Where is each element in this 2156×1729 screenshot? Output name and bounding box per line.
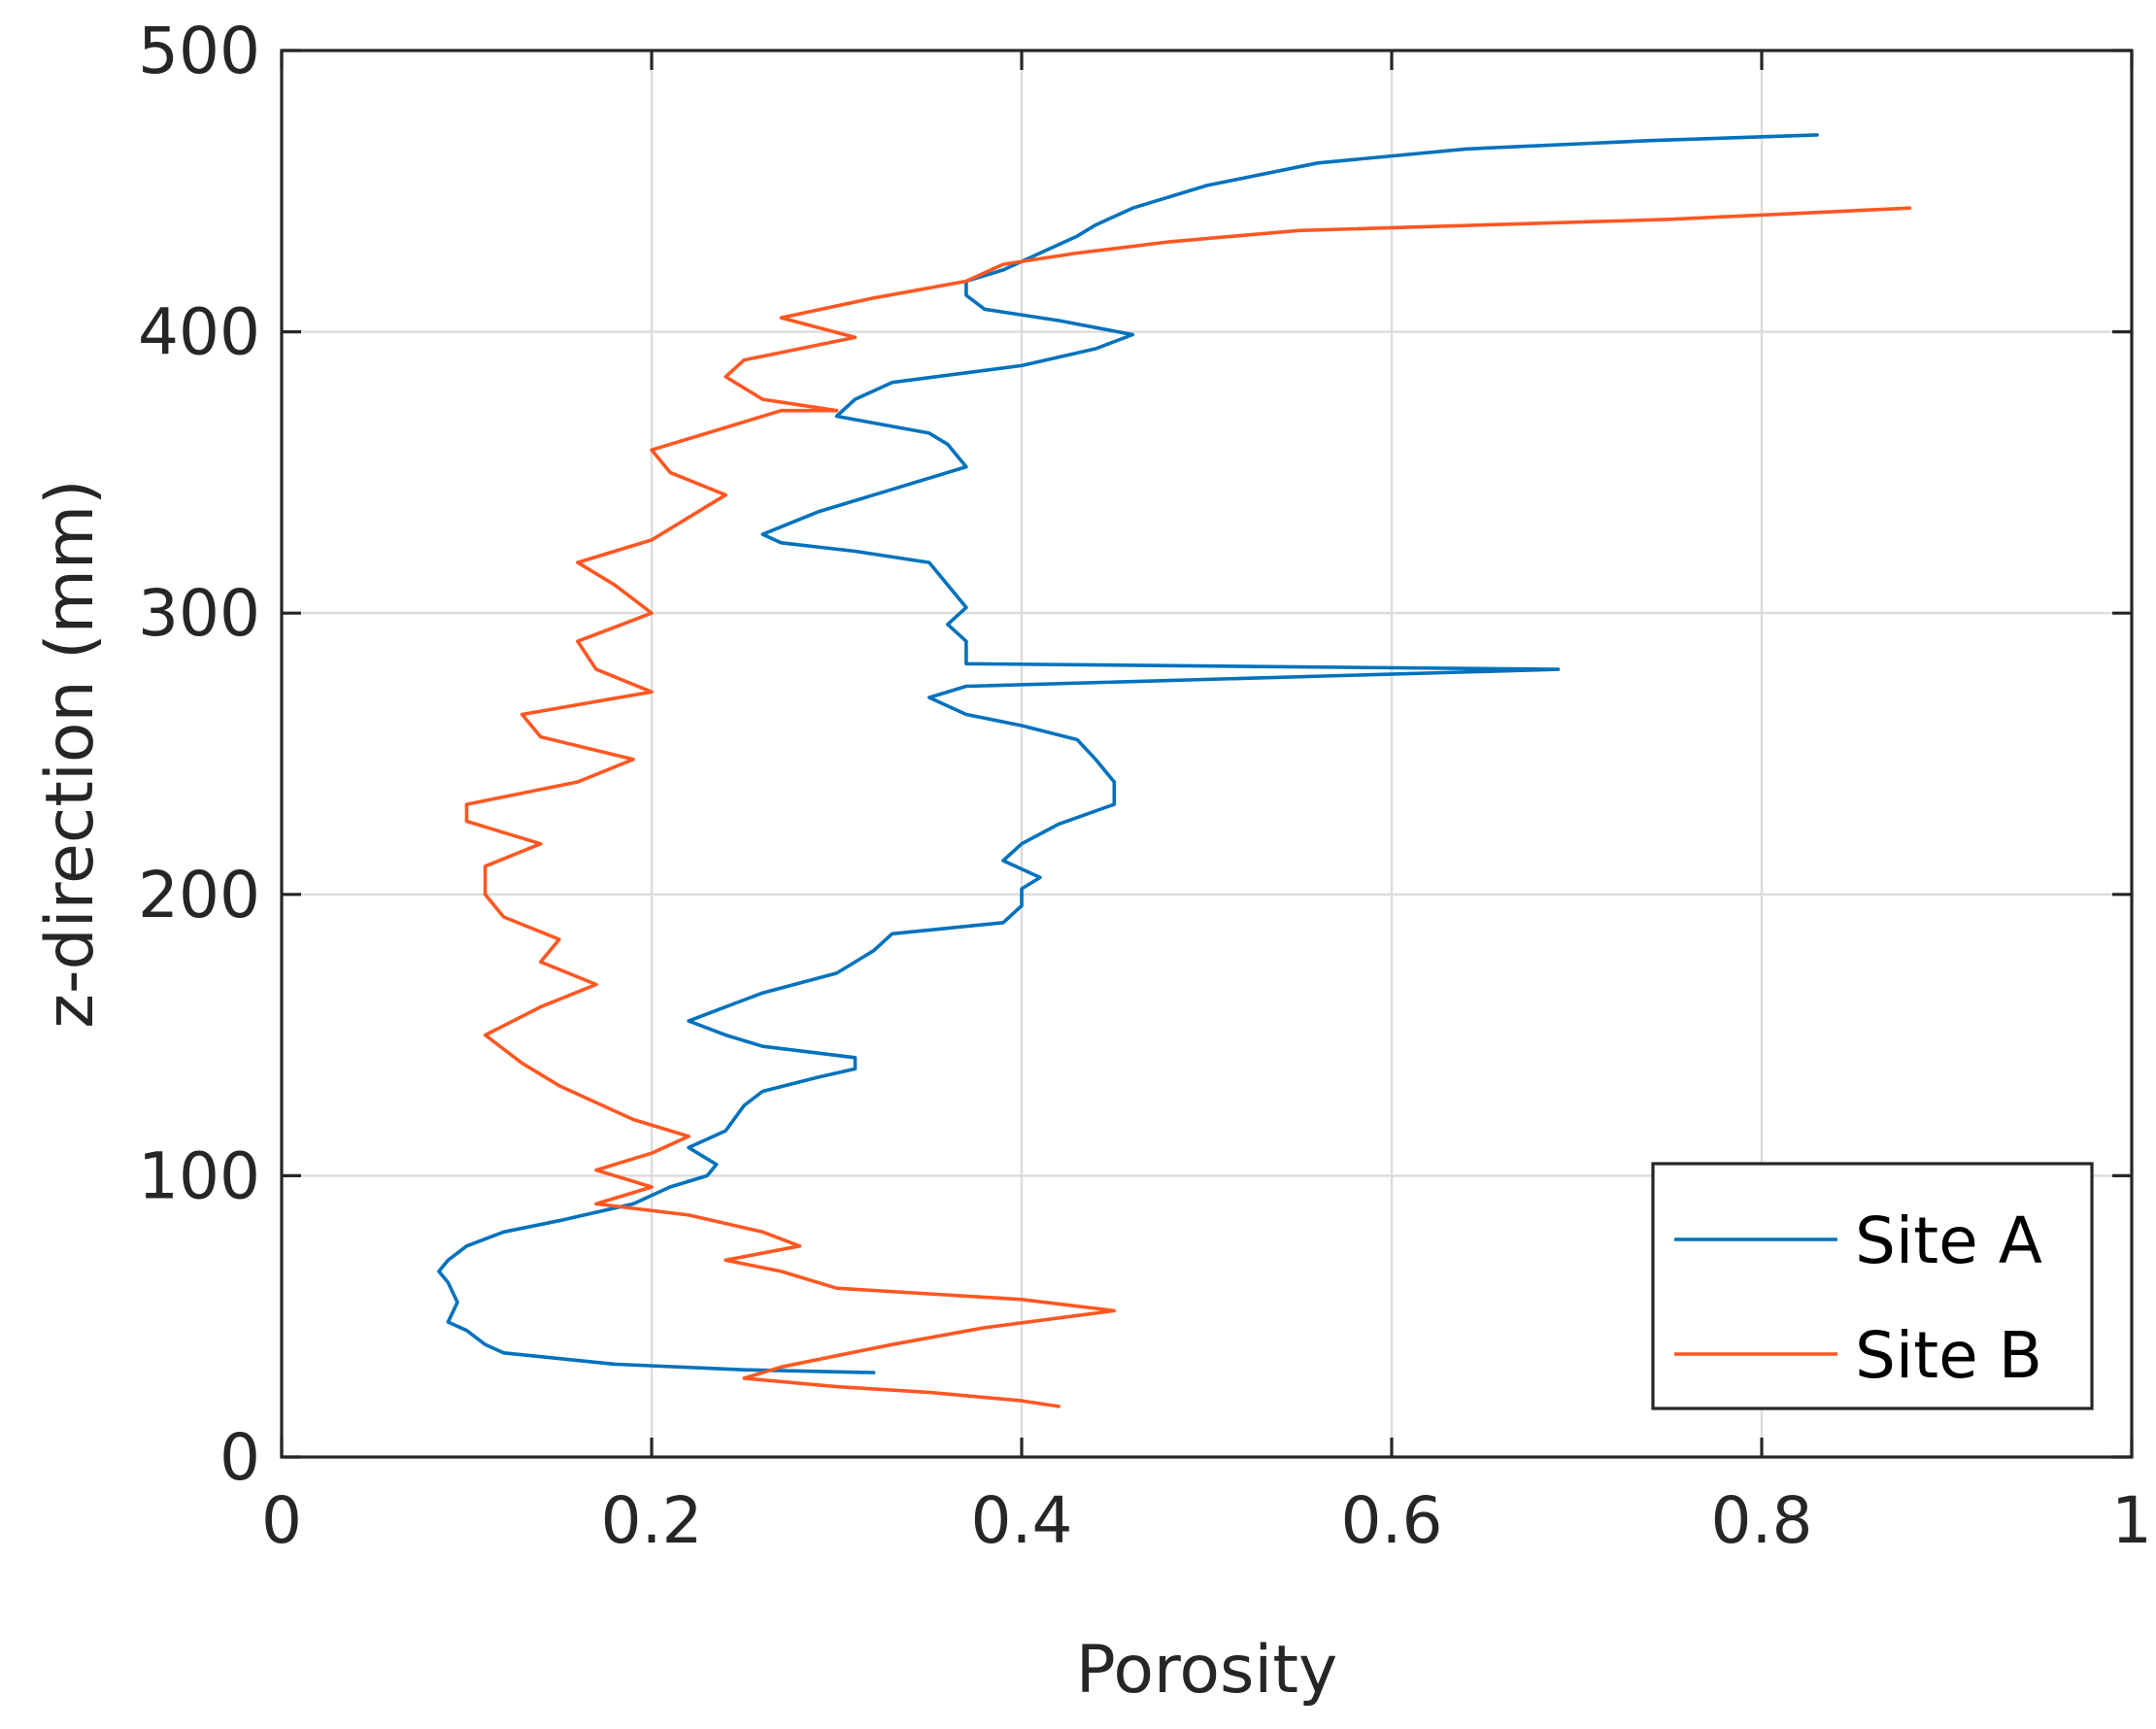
y-axis-label: z-direction (mm) — [32, 479, 109, 1028]
x-tick-label: 0 — [261, 1483, 302, 1558]
y-tick-label: 400 — [138, 295, 260, 370]
x-tick-label: 1 — [2111, 1483, 2152, 1558]
x-tick-label: 0.2 — [601, 1483, 703, 1558]
y-tick-label: 0 — [219, 1420, 260, 1495]
x-tick-label: 0.4 — [971, 1483, 1073, 1558]
legend-label-site-a: Site A — [1855, 1204, 2042, 1278]
x-axis-label: Porosity — [1076, 1632, 1337, 1709]
y-tick-label: 100 — [138, 1138, 260, 1213]
y-tick-label: 200 — [138, 858, 260, 932]
y-tick-label: 500 — [138, 14, 260, 88]
legend-box — [1651, 1162, 2094, 1410]
tick-labels: 0 0.2 0.4 0.6 0.8 1 0 100 200 300 400 500 — [138, 14, 2152, 1558]
legend-label-site-b: Site B — [1855, 1318, 2042, 1393]
series-line-site-b — [464, 206, 1912, 1408]
x-tick-label: 0.8 — [1711, 1483, 1813, 1558]
ticks — [280, 49, 2134, 1459]
x-tick-label: 0.6 — [1341, 1483, 1443, 1558]
plot-frame — [280, 49, 2134, 1459]
series-layer — [437, 133, 1912, 1408]
series-line-site-a — [437, 133, 1819, 1374]
legend: Site A Site B — [1651, 1162, 2094, 1410]
y-tick-label: 300 — [138, 576, 260, 651]
